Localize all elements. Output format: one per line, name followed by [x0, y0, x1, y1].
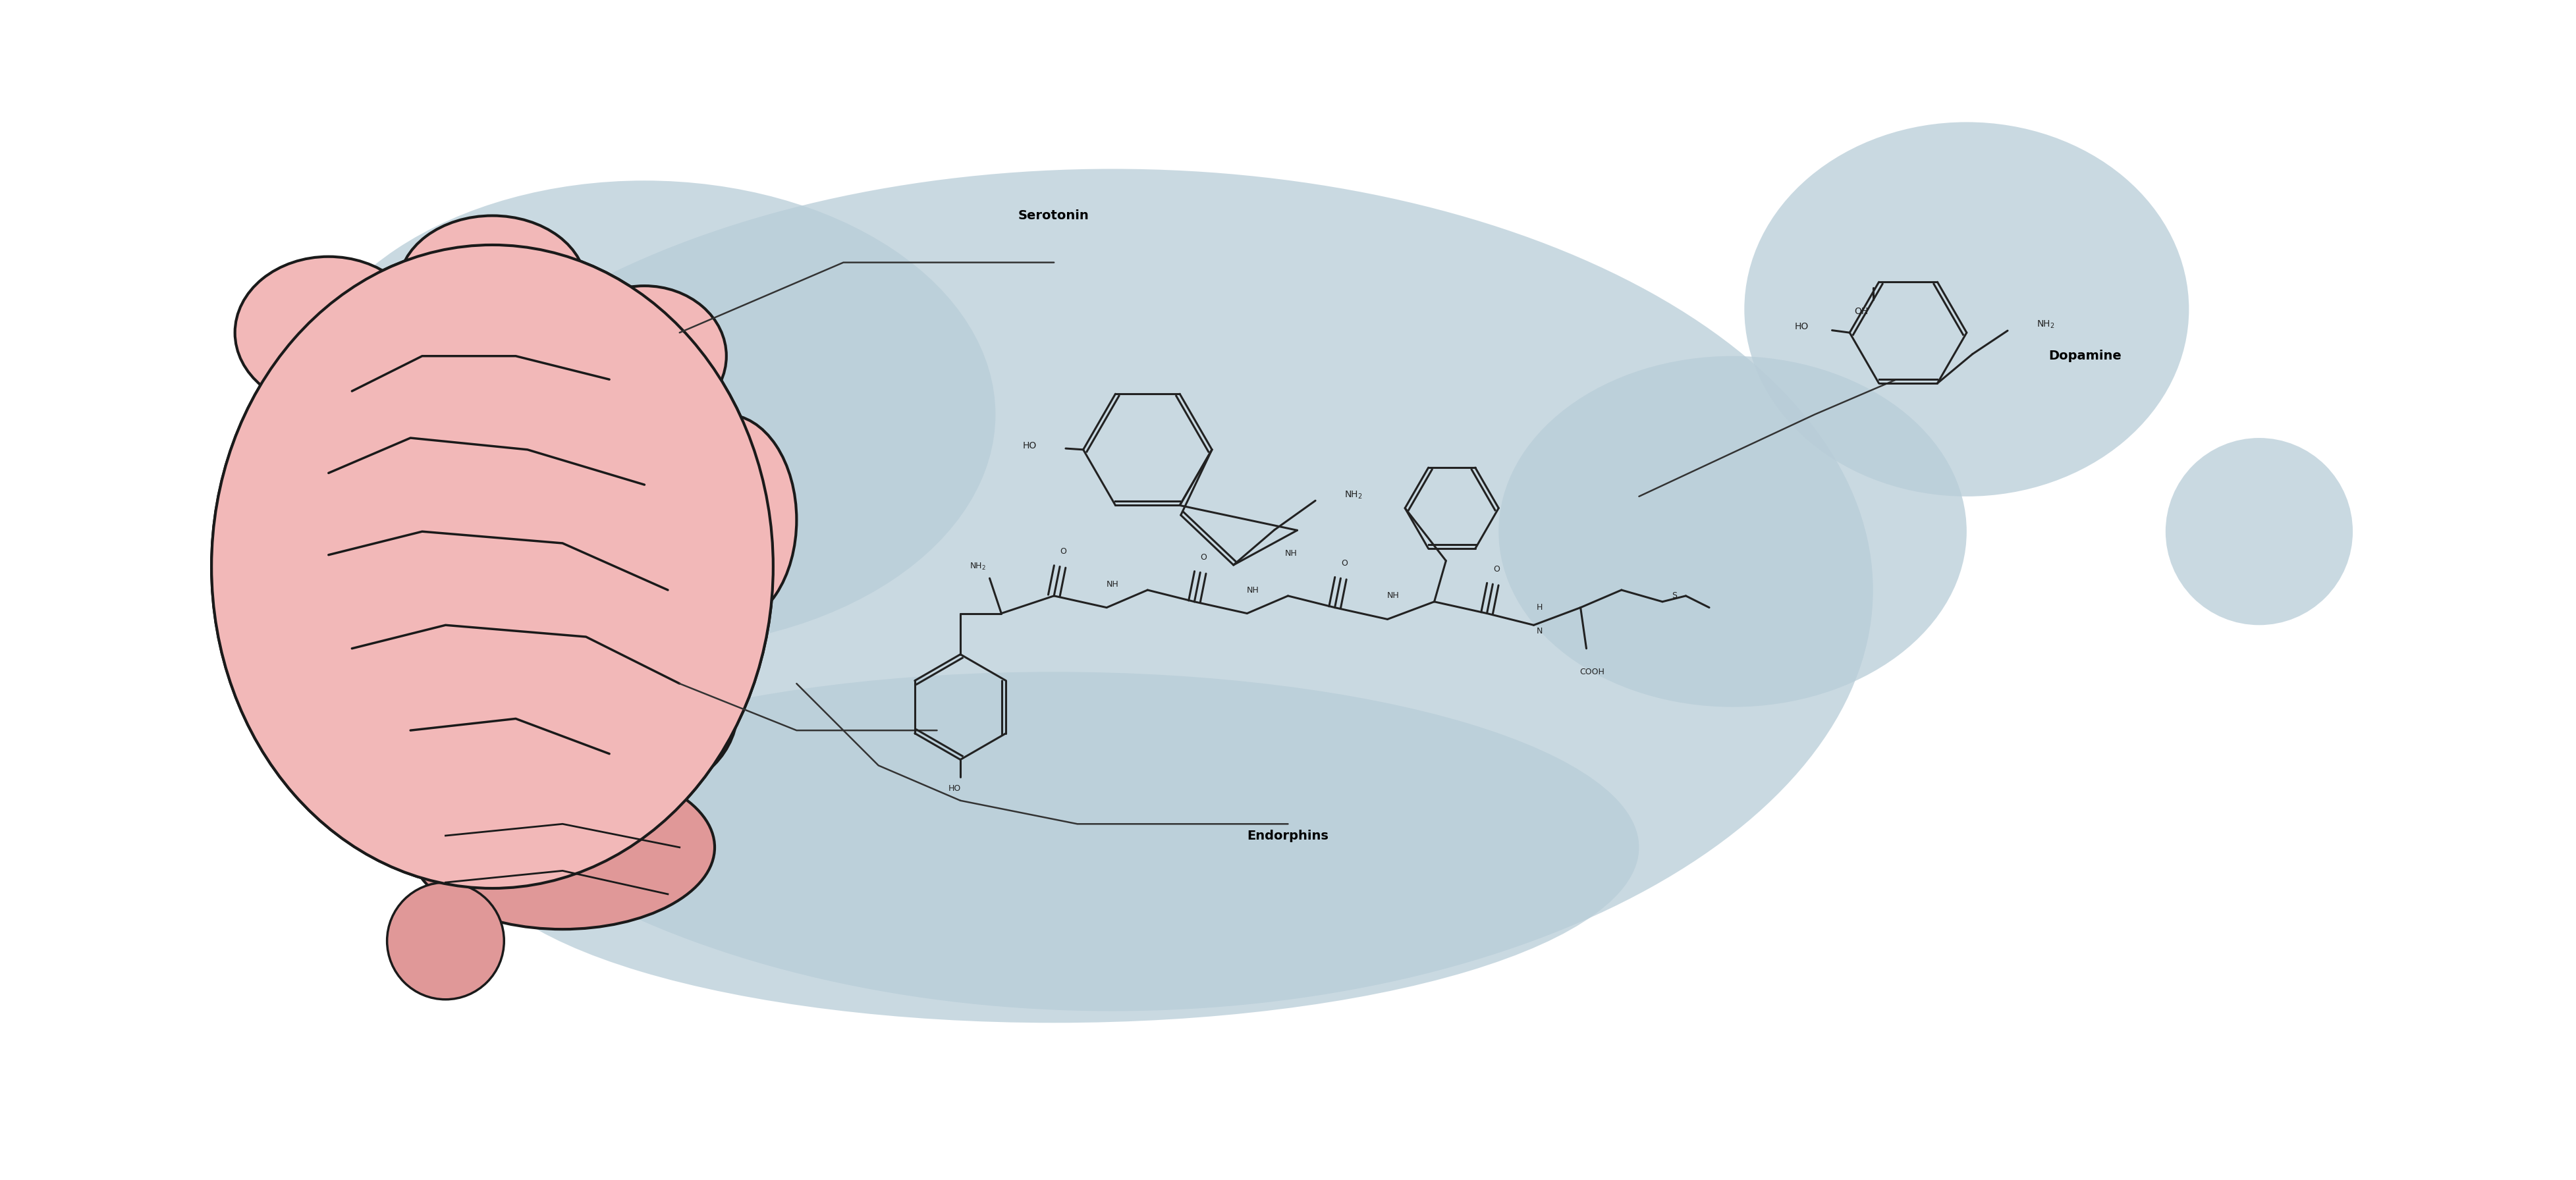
Ellipse shape: [1499, 356, 1965, 707]
Ellipse shape: [211, 245, 773, 889]
Text: NH: NH: [1285, 550, 1298, 558]
Text: O: O: [1200, 553, 1208, 562]
Text: NH$_2$: NH$_2$: [1345, 490, 1363, 500]
Text: HO: HO: [1795, 322, 1808, 332]
Ellipse shape: [469, 671, 1638, 1023]
Text: O: O: [1494, 565, 1499, 573]
Ellipse shape: [410, 766, 714, 929]
Text: COOH: COOH: [1579, 668, 1605, 676]
Ellipse shape: [399, 216, 585, 356]
Text: S: S: [1672, 591, 1677, 601]
Text: NH: NH: [1386, 591, 1399, 601]
Ellipse shape: [657, 414, 796, 625]
Text: NH$_2$: NH$_2$: [2038, 320, 2056, 330]
Circle shape: [2166, 438, 2352, 625]
Ellipse shape: [294, 181, 994, 649]
Text: Dopamine: Dopamine: [2048, 349, 2123, 362]
Ellipse shape: [1744, 122, 2190, 497]
Ellipse shape: [353, 169, 1873, 1011]
Text: NH: NH: [1105, 579, 1118, 589]
Text: O: O: [1061, 548, 1066, 556]
Text: NH$_2$: NH$_2$: [969, 562, 987, 571]
Text: NH: NH: [1247, 585, 1260, 595]
Text: OH: OH: [1855, 307, 1868, 316]
Ellipse shape: [574, 625, 739, 789]
Text: Endorphins: Endorphins: [1247, 830, 1329, 841]
Ellipse shape: [386, 883, 505, 999]
Ellipse shape: [211, 245, 773, 889]
Text: H: H: [1535, 603, 1543, 611]
Text: O: O: [1342, 559, 1347, 568]
Text: HO: HO: [1023, 441, 1036, 451]
Text: Serotonin: Serotonin: [1018, 209, 1090, 222]
Text: N: N: [1535, 627, 1543, 635]
Ellipse shape: [234, 256, 422, 408]
Text: HO: HO: [948, 785, 961, 793]
Ellipse shape: [562, 286, 726, 426]
